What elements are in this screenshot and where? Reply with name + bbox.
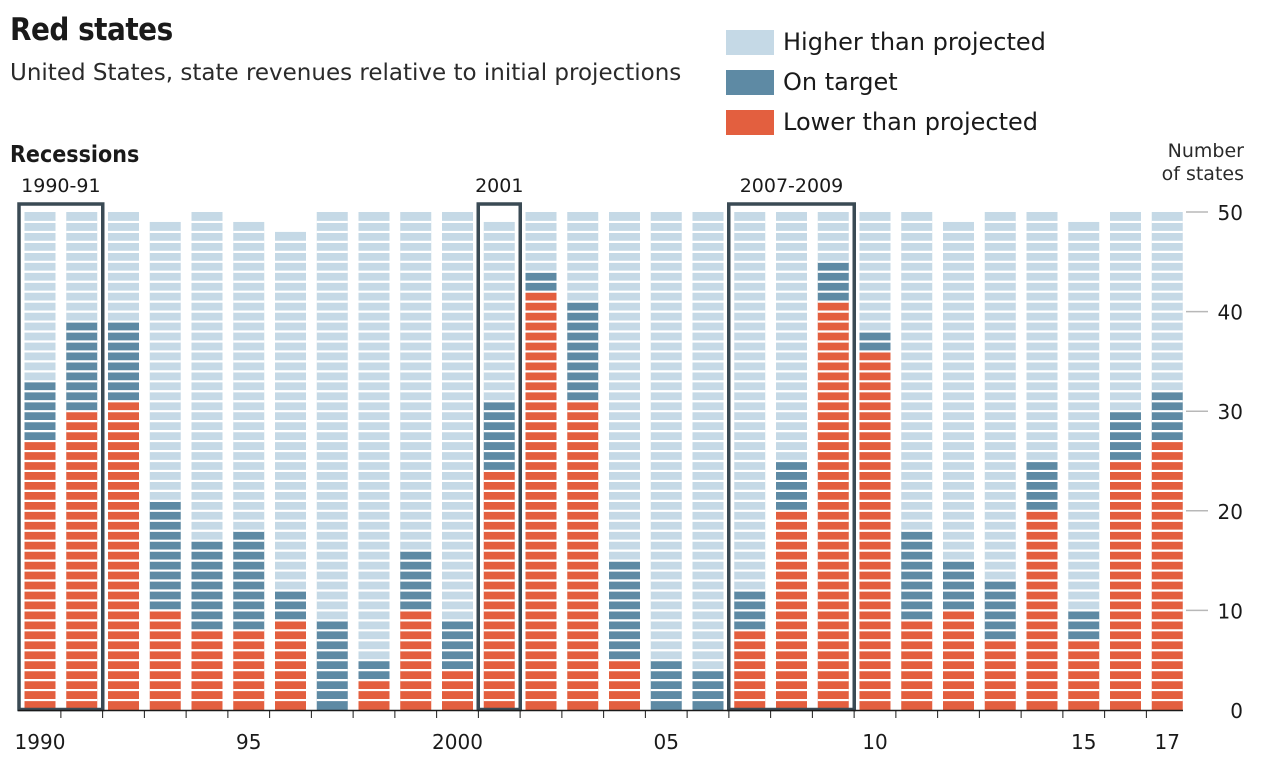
bar-segment-higher-than-projected-1990 xyxy=(24,212,56,382)
y-tick-label-40: 40 xyxy=(1218,301,1243,325)
bar-segment-lower-than-projected-2003 xyxy=(567,401,599,710)
bar-segment-on-target-2001 xyxy=(483,401,515,471)
bar-segment-lower-than-projected-1990 xyxy=(24,441,56,710)
bar-segment-higher-than-projected-2003 xyxy=(567,212,599,302)
bar-segment-higher-than-projected-2004 xyxy=(609,212,640,561)
bar-segment-higher-than-projected-1991 xyxy=(66,212,98,322)
bar-segment-on-target-2016 xyxy=(1110,411,1141,461)
legend-item-higher: Higher than projected xyxy=(726,22,1046,62)
bar-segment-higher-than-projected-1998 xyxy=(358,212,390,661)
bar-segment-on-target-2015 xyxy=(1068,610,1100,641)
legend-label-lower: Lower than projected xyxy=(783,108,1038,136)
bar-segment-on-target-1991 xyxy=(66,321,98,412)
legend-item-lower: Lower than projected xyxy=(726,102,1046,142)
y-tick-label-0: 0 xyxy=(1230,699,1243,723)
bar-segment-on-target-2005 xyxy=(650,660,682,710)
bar-segment-higher-than-projected-2009 xyxy=(817,212,849,262)
legend: Higher than projected On target Lower th… xyxy=(726,22,1046,142)
bar-segment-higher-than-projected-2015 xyxy=(1068,221,1100,611)
x-tick-label-95: 95 xyxy=(236,730,261,754)
bar-segment-on-target-1993 xyxy=(149,500,181,611)
bar-segment-higher-than-projected-1997 xyxy=(316,212,348,621)
bar-segment-lower-than-projected-2017 xyxy=(1151,441,1183,710)
y-tick-label-20: 20 xyxy=(1218,500,1243,524)
recessions-label: Recessions xyxy=(10,142,140,168)
recession-box-1990-91 xyxy=(17,202,105,712)
legend-label-higher: Higher than projected xyxy=(783,28,1046,56)
bar-segment-lower-than-projected-2016 xyxy=(1110,461,1141,710)
chart-subtitle: United States, state revenues relative t… xyxy=(10,60,682,86)
x-tick-label-05: 05 xyxy=(654,730,679,754)
bar-segment-on-target-1997 xyxy=(316,620,348,710)
bar-segment-higher-than-projected-1992 xyxy=(108,212,139,322)
bar-segment-lower-than-projected-1998 xyxy=(358,680,390,710)
legend-item-on-target: On target xyxy=(726,62,1046,102)
y-tick-label-30: 30 xyxy=(1218,400,1243,424)
bar-segment-lower-than-projected-2015 xyxy=(1068,640,1100,710)
bar-segment-lower-than-projected-2004 xyxy=(609,660,640,710)
bar-segment-on-target-2011 xyxy=(901,530,933,621)
recession-box-2001 xyxy=(476,202,522,712)
x-tick-label-1990: 1990 xyxy=(15,730,66,754)
bar-segment-lower-than-projected-2011 xyxy=(901,620,933,710)
legend-swatch-lower xyxy=(726,109,774,135)
bar-segment-higher-than-projected-1995 xyxy=(233,221,265,531)
bar-segment-higher-than-projected-2000 xyxy=(442,212,473,621)
bar-segment-on-target-1994 xyxy=(191,540,223,631)
recession-label-2007-2009: 2007-2009 xyxy=(740,175,844,197)
bar-segment-on-target-1996 xyxy=(275,590,306,621)
bar-segment-lower-than-projected-2009 xyxy=(817,301,849,710)
bar-segment-lower-than-projected-1996 xyxy=(275,620,306,710)
x-tick-label-17: 17 xyxy=(1155,730,1180,754)
legend-label-on-target: On target xyxy=(783,68,898,96)
bar-segment-lower-than-projected-2013 xyxy=(984,640,1016,710)
chart-title: Red states xyxy=(10,12,173,48)
x-tick-label-15: 15 xyxy=(1071,730,1096,754)
recession-label-1990-91: 1990-91 xyxy=(21,175,100,197)
bar-segment-higher-than-projected-2014 xyxy=(1026,212,1058,461)
y-axis-unit-line1: Number xyxy=(1167,140,1244,162)
y-axis-unit-line2: of states xyxy=(1161,163,1244,185)
bar-segment-on-target-2017 xyxy=(1151,391,1183,442)
bar-segment-on-target-2000 xyxy=(442,620,473,671)
y-axis-unit-label: Number of states xyxy=(1162,140,1244,186)
bar-segment-lower-than-projected-1992 xyxy=(108,401,139,710)
legend-swatch-on-target xyxy=(726,69,774,95)
bar-segment-on-target-2008 xyxy=(776,461,807,511)
bar-segment-on-target-2014 xyxy=(1026,461,1058,511)
recession-label-2001: 2001 xyxy=(475,175,523,197)
legend-swatch-higher xyxy=(726,29,774,55)
y-tick-label-50: 50 xyxy=(1218,201,1243,225)
bar-segment-higher-than-projected-2005 xyxy=(650,212,682,661)
recession-box-2007-2009 xyxy=(727,202,856,712)
bar-segment-higher-than-projected-2013 xyxy=(984,212,1016,581)
bar-segment-on-target-2012 xyxy=(943,560,974,611)
x-tick-label-2000: 2000 xyxy=(432,730,483,754)
y-tick-label-10: 10 xyxy=(1218,599,1243,623)
x-tick-label-10: 10 xyxy=(862,730,887,754)
bar-segment-higher-than-projected-2008 xyxy=(776,212,807,461)
bar-segment-higher-than-projected-1994 xyxy=(191,212,223,541)
